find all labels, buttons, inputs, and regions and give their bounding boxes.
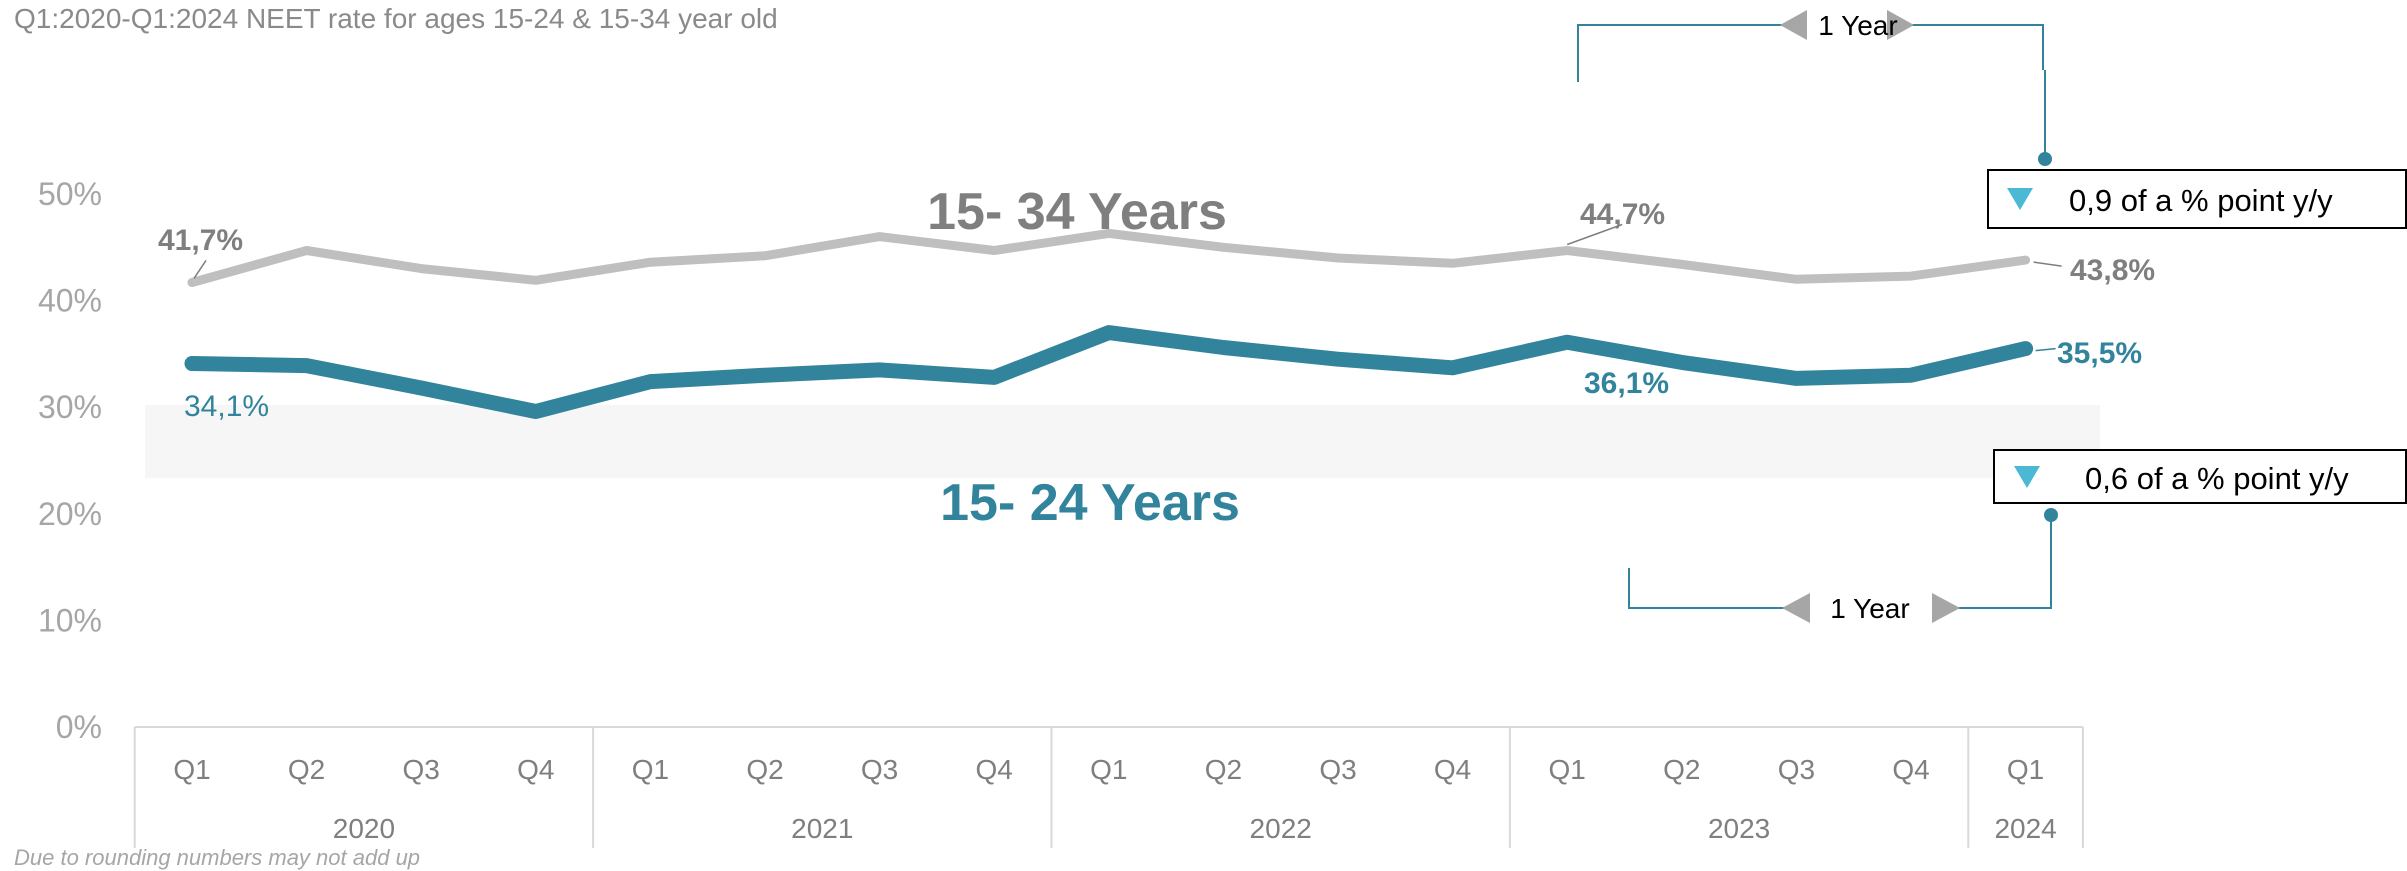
x-tick-quarter: Q4 — [1892, 754, 1929, 785]
x-tick-quarter: Q2 — [746, 754, 783, 785]
right-arrow-icon — [1887, 10, 1914, 40]
x-tick-quarter: Q4 — [976, 754, 1013, 785]
data-label-15-34-q1-2023: 44,7% — [1580, 198, 1665, 231]
left-arrow-icon — [1780, 10, 1807, 40]
x-tick-quarter: Q4 — [1434, 754, 1471, 785]
series-line-15-34 — [187, 228, 2031, 287]
top-year-bracket: 1 Year — [1577, 10, 2052, 166]
data-labels: 41,7% 44,7% 43,8% 34,1% 36,1% 35,5% — [158, 198, 2155, 423]
series-line-15-24 — [184, 325, 2034, 419]
down-arrow-icon — [2007, 188, 2033, 210]
x-tick-quarter: Q1 — [173, 754, 210, 785]
bottom-change-text: 0,6 of a % point y/y — [2085, 461, 2349, 496]
data-label-15-24-q1-2020: 34,1% — [184, 390, 269, 423]
x-tick-quarter: Q1 — [2007, 754, 2044, 785]
leader-line — [193, 260, 207, 279]
x-tick-quarter: Q3 — [403, 754, 440, 785]
series-lines — [184, 228, 2034, 419]
y-tick-label: 50% — [38, 176, 102, 212]
y-tick-label: 40% — [38, 283, 102, 319]
leader-line — [2033, 261, 2062, 267]
data-label-15-24-q1-2024: 35,5% — [2057, 337, 2142, 370]
y-tick-label: 30% — [38, 389, 102, 425]
top-year-label: 1 Year — [1818, 10, 1897, 41]
x-tick-quarter: Q2 — [1205, 754, 1242, 785]
x-tick-quarter: Q1 — [632, 754, 669, 785]
x-axis: Q1 Q2 Q3 Q4 Q1 Q2 Q3 Q4 Q1 Q2 Q3 Q4 Q1 Q2 Q3 Q4 Q1 2020 20… — [133, 726, 2084, 848]
x-tick-quarter: Q3 — [1319, 754, 1356, 785]
footnote: Due to rounding numbers may not add up — [14, 845, 420, 870]
x-tick-quarter: Q3 — [861, 754, 898, 785]
y-tick-label: 0% — [56, 709, 102, 745]
x-tick-year: 2022 — [1250, 813, 1312, 844]
top-change-callout: 0,9 of a % point y/y — [1987, 169, 2407, 229]
x-tick-quarter: Q2 — [1663, 754, 1700, 785]
data-label-15-34-q1-2020: 41,7% — [158, 224, 243, 257]
x-tick-year: 2021 — [791, 813, 853, 844]
series-label-15-34: 15- 34 Years — [927, 183, 1227, 241]
x-tick-quarter: Q4 — [517, 754, 554, 785]
highlight-band — [145, 405, 2100, 478]
leader-line — [1566, 223, 1623, 246]
x-tick-quarter: Q1 — [1549, 754, 1586, 785]
leader-line — [2035, 347, 2056, 352]
down-arrow-icon — [2014, 466, 2040, 488]
series-label-15-24: 15- 24 Years — [940, 474, 1240, 532]
data-label-15-34-q1-2024: 43,8% — [2070, 254, 2155, 287]
y-axis: 0% 10% 20% 30% 40% 50% — [38, 176, 102, 745]
right-arrow-icon — [1932, 593, 1960, 623]
x-tick-quarter: Q2 — [288, 754, 325, 785]
chart-title: Q1:2020-Q1:2024 NEET rate for ages 15-24… — [14, 3, 778, 34]
x-tick-year: 2024 — [1994, 813, 2056, 844]
bottom-year-label: 1 Year — [1830, 593, 1909, 624]
left-arrow-icon — [1782, 593, 1810, 623]
top-change-text: 0,9 of a % point y/y — [2069, 183, 2333, 218]
x-tick-year: 2023 — [1708, 813, 1770, 844]
x-tick-year: 2020 — [333, 813, 395, 844]
y-tick-label: 10% — [38, 602, 102, 638]
bottom-year-bracket: 1 Year — [1628, 508, 2058, 624]
x-tick-quarter: Q3 — [1778, 754, 1815, 785]
data-label-15-24-q1-2023: 36,1% — [1584, 367, 1669, 400]
bottom-change-callout: 0,6 of a % point y/y — [1993, 449, 2407, 504]
y-tick-label: 20% — [38, 496, 102, 532]
x-tick-quarter: Q1 — [1090, 754, 1127, 785]
top-bracket-dot — [2038, 152, 2052, 166]
